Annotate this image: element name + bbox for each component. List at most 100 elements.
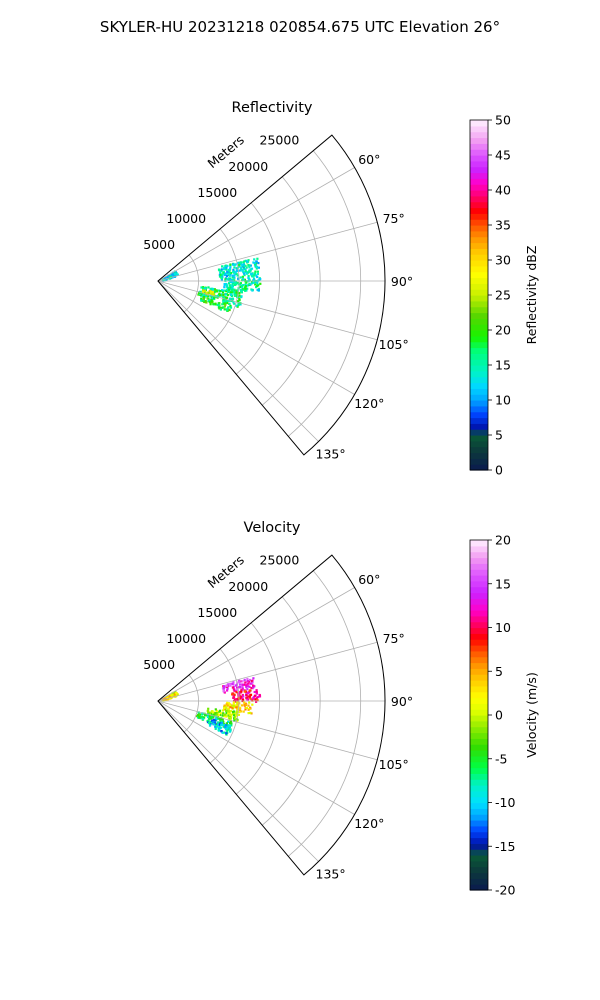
- echo-gate: [223, 297, 226, 300]
- reflectivity-plot-background: [158, 135, 386, 455]
- echo-gate: [242, 263, 245, 266]
- echo-gate: [200, 716, 203, 719]
- echo-gate: [227, 709, 231, 712]
- echo-gate: [248, 689, 251, 692]
- echo-gate: [221, 291, 225, 294]
- echo-gate: [229, 720, 232, 723]
- echo-gate: [231, 274, 234, 277]
- echo-gate: [253, 694, 257, 697]
- echo-gate: [213, 288, 216, 291]
- echo-gate: [225, 268, 228, 271]
- echo-gate: [238, 679, 241, 682]
- echo-gate: [247, 685, 250, 688]
- echo-gate: [241, 687, 244, 690]
- range-ring: [261, 176, 321, 406]
- echo-gate: [244, 259, 247, 262]
- colorbar-swatch: [470, 750, 488, 757]
- colorbar-swatch: [470, 137, 488, 144]
- colorbar-swatch: [470, 370, 488, 378]
- echo-gate: [233, 266, 236, 269]
- echo-gate: [217, 717, 220, 720]
- echo-gate: [225, 706, 228, 709]
- colorbar-swatch: [470, 808, 488, 815]
- echo-gate: [211, 287, 215, 291]
- echo-gate: [209, 294, 212, 297]
- echo-gate: [214, 302, 217, 305]
- echo-gate: [235, 714, 238, 717]
- echo-gate: [230, 289, 234, 292]
- velocity-plot-background: [158, 555, 386, 875]
- colorbar-swatch: [470, 277, 488, 284]
- echo-gate: [255, 692, 258, 695]
- colorbar-tick-label: 0: [495, 708, 503, 723]
- echo-gate: [231, 693, 234, 696]
- echo-gate: [229, 718, 232, 721]
- echo-gate: [255, 274, 258, 277]
- echo-gate: [218, 292, 221, 295]
- echo-gate: [248, 266, 251, 269]
- echo-gate: [228, 299, 232, 302]
- echo-gate: [244, 285, 247, 288]
- echo-gate: [240, 697, 243, 700]
- echo-gate: [252, 261, 255, 264]
- echo-gate: [258, 278, 261, 281]
- azimuth-spoke: [157, 167, 355, 282]
- colorbar-swatch: [470, 680, 488, 687]
- echo-gate: [231, 284, 234, 288]
- colorbar-tick-label: 5: [495, 428, 503, 443]
- echo-gate: [247, 680, 250, 683]
- colorbar-swatch: [470, 639, 488, 646]
- echo-gate: [249, 693, 253, 696]
- echo-gate: [210, 295, 213, 298]
- echo-gate: [219, 726, 223, 729]
- echo-gate: [219, 271, 222, 274]
- echo-gate: [197, 714, 200, 717]
- colorbar-swatch: [470, 318, 488, 325]
- echo-gate: [251, 703, 254, 706]
- echo-gate: [240, 710, 243, 713]
- echo-gate: [226, 300, 229, 303]
- colorbar-tick-label: 20: [495, 533, 511, 548]
- range-tick-label: 25000: [260, 133, 300, 148]
- echo-gate: [225, 266, 228, 269]
- echo-gate: [168, 697, 171, 700]
- echo-gate: [246, 287, 249, 290]
- echo-gate: [237, 277, 240, 280]
- colorbar-tick-label: 30: [495, 253, 511, 268]
- colorbar-swatch: [470, 248, 488, 255]
- colorbar-swatch: [470, 691, 488, 699]
- echo-gate: [244, 269, 247, 273]
- echo-gate: [212, 718, 215, 721]
- echo-gate: [167, 696, 170, 699]
- echo-gate: [259, 282, 262, 285]
- echo-gate: [232, 688, 235, 691]
- colorbar-swatch: [470, 855, 488, 862]
- echo-gate: [235, 703, 238, 707]
- echo-gate: [203, 290, 206, 293]
- echo-gate: [205, 301, 208, 304]
- colorbar-swatch: [470, 878, 488, 885]
- echo-gate: [234, 281, 237, 284]
- colorbar-swatch: [470, 458, 488, 465]
- echo-gate: [198, 716, 201, 719]
- echo-gate: [237, 697, 240, 701]
- colorbar-swatch: [470, 755, 488, 763]
- azimuth-spoke: [157, 700, 378, 761]
- reflectivity-colorbar-ticks: 0 5 10 15 20 25 30 35 40 45 50: [488, 113, 511, 478]
- echo-gate: [219, 722, 222, 725]
- echo-gate: [249, 697, 252, 700]
- echo-gate: [252, 281, 255, 284]
- plot-area-background: [158, 555, 386, 875]
- echo-gate: [253, 258, 256, 261]
- echo-gate: [222, 306, 225, 309]
- colorbar-swatch: [470, 166, 488, 174]
- colorbar-tick-label: 25: [495, 288, 511, 303]
- echo-gate: [175, 692, 178, 695]
- echo-gate: [243, 683, 246, 686]
- echo-gate: [248, 264, 251, 267]
- echo-gate: [218, 304, 221, 307]
- echo-gate: [256, 272, 259, 276]
- echo-gate: [212, 713, 215, 716]
- echo-gate: [235, 292, 238, 295]
- echo-gate: [221, 709, 224, 712]
